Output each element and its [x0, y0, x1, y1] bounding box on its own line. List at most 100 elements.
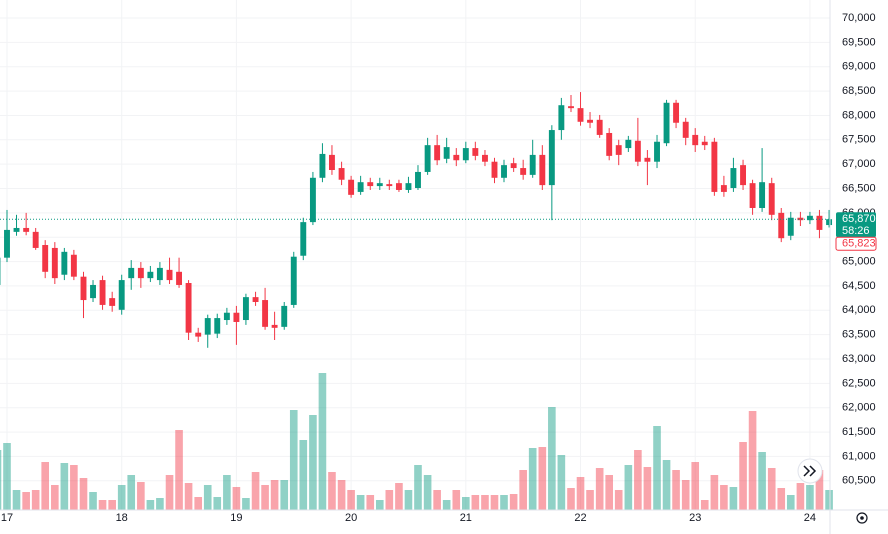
- candle-body: [529, 154, 536, 175]
- volume-bar: [452, 490, 461, 510]
- last-price-label: 65,870: [842, 213, 876, 225]
- volume-bar: [41, 462, 50, 510]
- y-tick-label: 63,500: [842, 329, 876, 341]
- y-tick-label: 62,500: [842, 377, 876, 389]
- volume-bar: [89, 492, 97, 510]
- candle-body: [233, 312, 240, 322]
- volume-bar: [662, 460, 671, 510]
- volume-bar: [576, 477, 585, 510]
- volume-bar: [117, 485, 126, 510]
- volume-bar: [242, 498, 250, 510]
- candle-body: [376, 183, 383, 187]
- volume-bar: [748, 411, 757, 510]
- volume-bar: [251, 472, 260, 510]
- candle-body: [223, 312, 230, 321]
- volume-bar: [375, 500, 384, 510]
- volume-bar: [700, 500, 709, 510]
- candle-body: [109, 298, 116, 306]
- candle-body: [309, 177, 316, 223]
- volume-bar: [289, 410, 298, 510]
- axis-layer: 60,500 61,000 61,500 62,000 62,500 63,000 63,5…: [0, 12, 877, 524]
- volume-bar: [739, 442, 747, 510]
- volume-bar: [79, 478, 88, 510]
- volume-bar: [471, 495, 480, 510]
- volume-bar: [280, 480, 289, 510]
- volume-bar: [165, 475, 174, 510]
- candle-body: [596, 119, 603, 135]
- candle-body: [806, 215, 813, 221]
- candle-body: [453, 154, 460, 161]
- volume-bar: [777, 488, 786, 510]
- candle-body: [185, 283, 192, 333]
- candle-body: [434, 145, 441, 161]
- volume-bar: [156, 498, 164, 510]
- volume-bar: [500, 495, 508, 510]
- candle-body: [357, 182, 364, 192]
- volume-bar: [22, 492, 30, 510]
- volume-bar: [137, 482, 145, 510]
- candle-body: [70, 254, 77, 277]
- volume-layer: [0, 373, 833, 510]
- volume-bar: [414, 465, 422, 510]
- volume-bar: [395, 483, 403, 510]
- volume-bar: [672, 470, 680, 510]
- y-tick-label: 65,000: [842, 255, 876, 267]
- volume-bar: [232, 487, 241, 510]
- y-tick-label: 60,500: [842, 475, 876, 487]
- volume-bar: [175, 430, 183, 510]
- volume-bar: [309, 415, 317, 510]
- candle-body: [42, 245, 49, 272]
- candle-body: [520, 168, 527, 175]
- y-tick-label: 62,000: [842, 402, 876, 414]
- candle-body: [395, 183, 402, 190]
- candle-body: [386, 184, 393, 187]
- candle-layer: [0, 92, 833, 348]
- candle-body: [797, 217, 804, 221]
- volume-bar: [481, 495, 489, 510]
- candle-body: [99, 280, 106, 305]
- volume-bar: [681, 480, 690, 510]
- volume-bar: [0, 450, 2, 510]
- volume-bar: [605, 475, 614, 510]
- volume-bar: [194, 497, 203, 510]
- x-tick-label: 19: [230, 512, 242, 524]
- y-tick-label: 69,500: [842, 36, 876, 48]
- volume-bar: [796, 483, 805, 510]
- candle-body: [156, 267, 163, 281]
- volume-bar: [595, 468, 604, 510]
- volume-bar: [213, 497, 222, 510]
- volume-bar: [347, 490, 355, 510]
- candle-body: [740, 165, 747, 186]
- candle-body: [195, 332, 202, 337]
- volume-bar: [404, 490, 413, 510]
- candle-body: [80, 276, 87, 301]
- volume-bar: [462, 497, 470, 510]
- volume-bar: [586, 490, 594, 510]
- candle-body: [701, 141, 708, 146]
- volume-bar: [815, 470, 824, 510]
- scroll-button[interactable]: [797, 458, 823, 484]
- volume-bar: [223, 475, 231, 510]
- candle-body: [166, 269, 173, 281]
- x-tick-label: 24: [804, 512, 816, 524]
- candle-body: [32, 231, 39, 248]
- candle-body: [90, 284, 96, 299]
- candle-body: [778, 212, 785, 239]
- settings-button[interactable]: [856, 512, 868, 524]
- volume-bar: [691, 462, 700, 510]
- volume-bar: [31, 490, 40, 510]
- candle-body: [539, 154, 546, 186]
- candle-body: [663, 102, 670, 144]
- volume-bar: [433, 490, 441, 510]
- candle-body: [568, 106, 574, 109]
- y-tick-label: 61,500: [842, 426, 876, 438]
- volume-bar: [203, 485, 212, 510]
- scroll-button-icon: [803, 465, 817, 477]
- volume-bar: [442, 500, 451, 510]
- volume-bar: [299, 440, 308, 510]
- volume-bar: [385, 490, 394, 510]
- candle-body: [644, 157, 651, 162]
- settings-icon[interactable]: [856, 512, 868, 524]
